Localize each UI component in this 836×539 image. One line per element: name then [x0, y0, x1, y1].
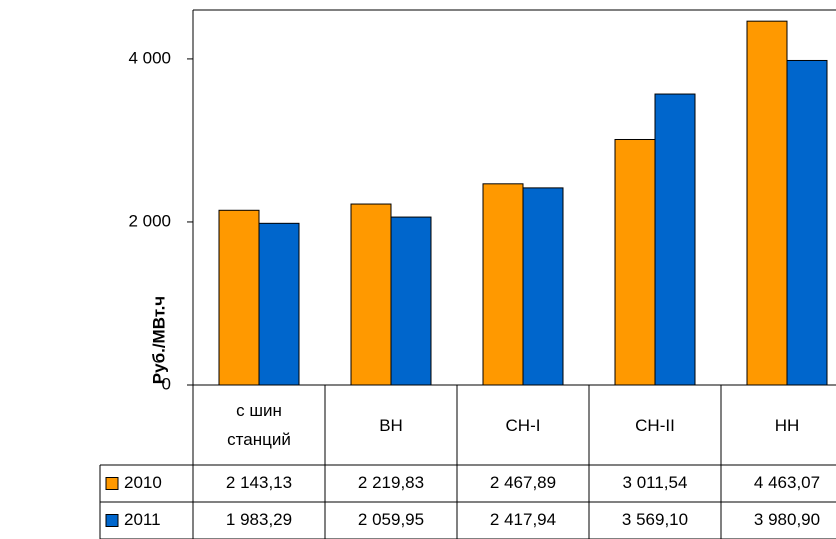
bar: [350, 203, 392, 386]
bar: [482, 183, 524, 386]
bar: [522, 187, 564, 386]
bar: [746, 20, 788, 386]
y-axis-label: Руб./МВт.ч: [149, 296, 168, 384]
bar: [258, 222, 300, 386]
bar: [654, 93, 696, 386]
data-label: 1 983,29: [226, 510, 292, 529]
data-label: 2 143,13: [226, 473, 292, 492]
data-label: 2 219,83: [358, 473, 424, 492]
data-label: 4 463,07: [754, 473, 820, 492]
y-tick-label: 0: [162, 374, 171, 393]
y-tick-label: 2 000: [128, 211, 171, 230]
x-tick-label: СН-II: [635, 415, 675, 435]
x-tick-label: с шин станций: [227, 401, 291, 449]
data-label: 3 011,54: [623, 473, 688, 492]
bar: [390, 216, 432, 386]
x-tick-label: НН: [774, 415, 800, 435]
bar: [218, 209, 260, 386]
data-label: 3 569,10: [622, 510, 688, 529]
y-tick-label: 4 000: [128, 48, 171, 67]
legend-key: [105, 514, 119, 527]
x-tick-label: СН-I: [505, 415, 541, 435]
legend-key: [105, 477, 119, 490]
legend-label: 2011: [124, 510, 161, 529]
x-tick-label: ВН: [379, 415, 403, 435]
legend-label: 2010: [124, 473, 162, 492]
data-label: 2 059,95: [358, 510, 424, 529]
bar: [614, 138, 656, 386]
data-label: 2 417,94: [490, 510, 556, 529]
data-label: 2 467,89: [490, 473, 556, 492]
data-label: 3 980,90: [754, 510, 820, 529]
bar: [786, 59, 828, 386]
